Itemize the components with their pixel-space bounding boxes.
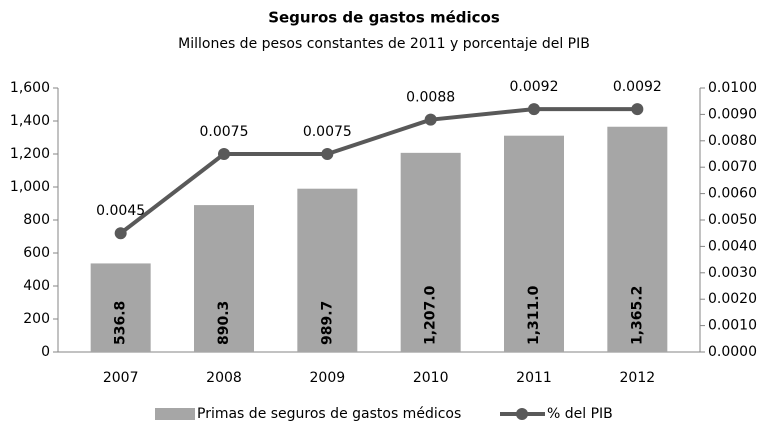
x-tick-label: 2010 (413, 370, 449, 386)
x-tick-label: 2008 (206, 370, 242, 386)
bar-label: 1,365.2 (629, 286, 645, 345)
y-tick-label: 400 (23, 278, 50, 294)
y2-tick-label: 0.0100 (708, 80, 757, 96)
y2-tick-label: 0.0030 (708, 265, 757, 281)
legend-marker (516, 408, 528, 420)
bar (90, 263, 151, 352)
line-marker (321, 148, 334, 160)
bar-label: 1,311.0 (526, 285, 542, 345)
line-label: 0.0092 (613, 79, 662, 95)
y-tick-label: 800 (23, 212, 50, 228)
bar (297, 188, 358, 352)
line-label: 0.0075 (303, 124, 352, 140)
legend-label: % del PIB (547, 406, 613, 422)
bar-label: 1,207.0 (423, 285, 439, 345)
line-marker (424, 113, 437, 126)
bar (607, 126, 668, 352)
bar (504, 135, 564, 352)
y-tick-label: 1,000 (10, 179, 50, 195)
bar (194, 205, 254, 352)
y2-tick-label: 0.0060 (708, 186, 757, 202)
line (119, 107, 638, 235)
x-tick-label: 2009 (310, 370, 346, 386)
bar-label: 890.3 (216, 301, 232, 345)
line-marker (114, 227, 127, 240)
bar-label: 989.7 (319, 301, 335, 345)
line-marker (631, 103, 644, 116)
bar-label: 536.8 (113, 301, 129, 345)
line-label: 0.0088 (406, 90, 455, 106)
y-tick-label: 0 (41, 344, 50, 360)
line-marker (218, 148, 230, 160)
y2-tick-label: 0.0010 (708, 318, 757, 334)
line-marker (528, 103, 540, 116)
y-tick-label: 1,200 (10, 146, 50, 162)
chart-subtitle: Millones de pesos constantes de 2011 y p… (178, 36, 590, 52)
x-tick-label: 2012 (620, 370, 656, 386)
x-tick-label: 2011 (516, 370, 552, 386)
y2-tick-label: 0.0040 (708, 238, 757, 254)
line-label: 0.0092 (510, 79, 559, 95)
y-tick-label: 600 (23, 245, 50, 261)
y-tick-label: 1,600 (10, 80, 50, 96)
y2-tick-label: 0.0080 (708, 133, 757, 149)
y-tick-label: 1,400 (10, 113, 50, 129)
y2-tick-label: 0.0000 (708, 344, 757, 360)
y2-tick-label: 0.0020 (708, 291, 757, 307)
legend-swatch (155, 408, 195, 420)
x-tick-label: 2007 (103, 370, 139, 386)
line-label: 0.0075 (200, 124, 249, 140)
bar (400, 152, 461, 352)
y-tick-label: 200 (23, 311, 50, 327)
y2-tick-label: 0.0050 (708, 212, 757, 228)
legend-label: Primas de seguros de gastos médicos (197, 406, 461, 422)
line-label: 0.0045 (96, 203, 145, 219)
y2-tick-label: 0.0070 (708, 159, 757, 175)
y2-tick-label: 0.0090 (708, 106, 757, 122)
chart-title: Seguros de gastos médicos (268, 9, 500, 27)
